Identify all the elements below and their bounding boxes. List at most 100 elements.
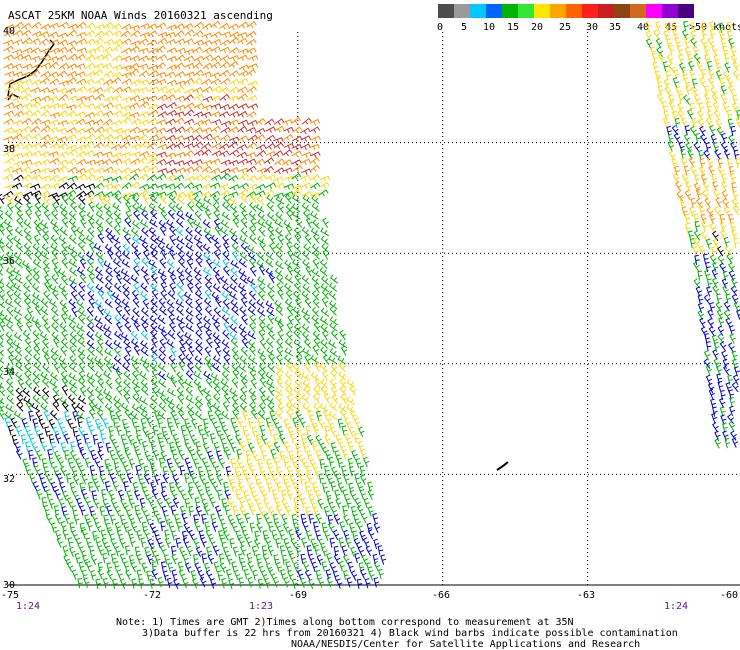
wind-barb (313, 506, 320, 517)
wind-barb (41, 243, 50, 254)
wind-barb (150, 546, 157, 557)
wind-barb (292, 165, 303, 172)
wind-barb (132, 481, 139, 493)
wind-barb (221, 339, 230, 349)
wind-barb (246, 21, 257, 29)
wind-barb (138, 150, 150, 158)
wind-barb (100, 433, 107, 444)
wind-barb (705, 238, 712, 249)
wind-barb (130, 330, 139, 341)
wind-barb (671, 125, 679, 136)
wind-barb (11, 63, 23, 71)
wind-barb (202, 442, 210, 454)
wind-barb (269, 242, 276, 254)
wind-barb (69, 450, 77, 461)
wind-barb (354, 552, 361, 564)
wind-barb (175, 80, 186, 87)
wind-barb (51, 322, 59, 333)
wind-barb (291, 150, 303, 158)
wind-barb (147, 64, 159, 72)
wind-barb (203, 315, 212, 326)
wind-barb (291, 117, 302, 125)
wind-barb (284, 193, 292, 204)
wind-barb (700, 133, 708, 145)
wind-barb (120, 30, 131, 38)
wind-barb (684, 46, 691, 58)
wind-barb (148, 109, 159, 117)
wind-barb (291, 173, 302, 180)
wind-barb (33, 219, 42, 230)
wind-barb (350, 410, 357, 421)
wind-barb (247, 244, 256, 254)
wind-barb (295, 409, 302, 421)
wind-barb (352, 530, 358, 541)
wind-barb (367, 529, 375, 540)
wind-barb (40, 70, 51, 78)
wind-barb (15, 361, 24, 372)
wind-barb (194, 521, 201, 532)
wind-barb (302, 560, 310, 572)
wind-barb (77, 307, 86, 317)
wind-barb (139, 219, 149, 228)
wind-barb (72, 410, 79, 422)
wind-barb (105, 379, 113, 390)
wind-barb (167, 402, 176, 413)
wind-barb (712, 101, 720, 113)
wind-barb (251, 490, 258, 502)
wind-barb (728, 213, 734, 225)
legend-swatch (662, 4, 678, 18)
wind-barb (335, 473, 342, 484)
wind-barb (0, 251, 6, 262)
wind-barb (723, 206, 731, 217)
wind-barb (130, 151, 142, 158)
wind-barb (94, 30, 105, 38)
lon-label-72: -72 (143, 590, 162, 601)
wind-barb (300, 135, 312, 142)
wind-barb (76, 47, 87, 54)
wind-barb (697, 270, 703, 281)
wind-barb (87, 394, 95, 406)
wind-barb (293, 339, 303, 348)
wind-barb (49, 142, 60, 150)
wind-barb (175, 537, 182, 548)
wind-barb (48, 22, 60, 30)
wind-barb (41, 394, 49, 405)
wind-barb (221, 410, 230, 420)
wind-barb (0, 210, 4, 220)
wind-barb (192, 77, 203, 85)
wind-barb (693, 213, 700, 224)
wind-barb (60, 371, 68, 382)
wind-barb (168, 354, 176, 365)
wind-barb (245, 69, 257, 76)
wind-barb (157, 576, 164, 588)
wind-barb (351, 449, 358, 461)
wind-barb (210, 174, 222, 182)
wind-barb (714, 438, 722, 449)
wind-barb (333, 545, 340, 557)
legend-swatch (438, 4, 454, 18)
wind-barb (203, 196, 212, 205)
wind-barb (706, 207, 714, 218)
wind-barb (97, 449, 104, 461)
wind-barb (22, 150, 33, 158)
wind-barb (328, 456, 335, 468)
wind-barb (5, 267, 15, 277)
wind-barb (40, 119, 51, 126)
wind-barb (652, 61, 659, 73)
wind-barb (312, 233, 320, 244)
wind-barb (330, 369, 337, 380)
wind-barb (111, 103, 123, 110)
wind-barb (257, 481, 264, 493)
wind-barb (704, 93, 711, 104)
wind-barb (264, 118, 275, 126)
wind-barb (313, 424, 320, 436)
wind-barb (166, 458, 173, 469)
wind-barb (277, 426, 284, 437)
wind-barb (329, 305, 337, 316)
wind-barb (174, 111, 185, 118)
wind-barb (667, 141, 675, 152)
wind-barb (233, 569, 241, 581)
wind-barb (103, 330, 112, 340)
wind-barb (710, 398, 717, 409)
wind-speed-legend: 0 5 10 15 20 25 30 35 40 45 >50 knots (437, 4, 740, 36)
